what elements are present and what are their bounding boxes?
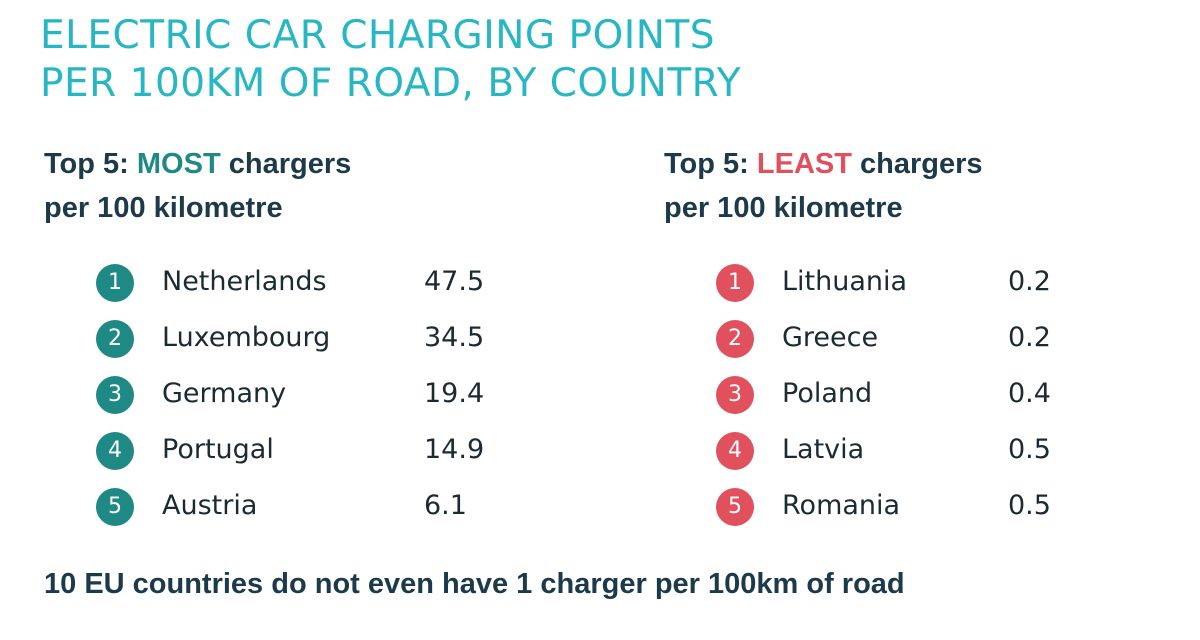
least-row: 1 Lithuania 0.2 <box>716 254 1200 310</box>
least-heading-suffix: chargers <box>851 148 983 180</box>
most-country-label: Portugal <box>162 434 274 465</box>
most-heading-prefix: Top 5: <box>44 148 137 180</box>
most-row: 1 Netherlands 47.5 <box>96 254 616 310</box>
least-row: 3 Poland 0.4 <box>716 366 1200 422</box>
most-row: 3 Germany 19.4 <box>96 366 616 422</box>
least-country-label: Greece <box>782 322 879 353</box>
title-line-2: PER 100KM OF ROAD, BY COUNTRY <box>40 61 742 106</box>
most-heading-suffix: chargers <box>220 148 352 180</box>
most-chargers-heading: Top 5: MOST chargers per 100 kilometre <box>44 142 351 230</box>
least-value-label: 0.2 <box>1008 322 1051 353</box>
least-country-label: Lithuania <box>782 266 908 297</box>
least-chargers-panel: Top 5: LEAST chargers per 100 kilometre … <box>664 142 1051 526</box>
least-row: 5 Romania 0.5 <box>716 478 1200 534</box>
most-value-label: 47.5 <box>424 266 485 297</box>
most-rank-badge: 3 <box>96 376 134 414</box>
most-rank-badge: 5 <box>96 488 134 526</box>
most-rank-badge: 1 <box>96 264 134 302</box>
least-rank-badge: 4 <box>716 432 754 470</box>
most-value-label: 34.5 <box>424 322 485 353</box>
least-value-label: 0.4 <box>1008 378 1051 409</box>
least-heading-prefix: Top 5: <box>664 148 757 180</box>
most-country-label: Germany <box>162 378 287 409</box>
least-rank-badge: 1 <box>716 264 754 302</box>
least-rank-badge: 3 <box>716 376 754 414</box>
least-chargers-list: 1 Lithuania 0.2 2 Greece 0.2 3 Poland 0.4 4 Latvia… <box>716 254 1200 534</box>
least-row: 2 Greece 0.2 <box>716 310 1200 366</box>
least-value-label: 0.2 <box>1008 266 1051 297</box>
footer-note: 10 EU countries do not even have 1 charg… <box>44 568 905 600</box>
least-heading-line-2: per 100 kilometre <box>664 192 903 224</box>
least-rank-badge: 2 <box>716 320 754 358</box>
most-country-label: Austria <box>162 490 258 521</box>
most-value-label: 19.4 <box>424 378 485 409</box>
most-value-label: 14.9 <box>424 434 485 465</box>
most-rank-badge: 4 <box>96 432 134 470</box>
most-rank-badge: 2 <box>96 320 134 358</box>
least-value-label: 0.5 <box>1008 434 1051 465</box>
least-chargers-heading: Top 5: LEAST chargers per 100 kilometre <box>664 142 983 230</box>
most-chargers-panel: Top 5: MOST chargers per 100 kilometre 1… <box>44 142 484 526</box>
least-country-label: Poland <box>782 378 873 409</box>
least-row: 4 Latvia 0.5 <box>716 422 1200 478</box>
most-row: 4 Portugal 14.9 <box>96 422 616 478</box>
most-row: 2 Luxembourg 34.5 <box>96 310 616 366</box>
least-country-label: Romania <box>782 490 901 521</box>
least-heading-accent: LEAST <box>756 148 852 180</box>
least-heading-line-1: Top 5: LEAST chargers <box>664 142 983 186</box>
most-heading-line-1: Top 5: MOST chargers <box>44 142 351 186</box>
title-line-1: ELECTRIC CAR CHARGING POINTS <box>40 13 716 58</box>
chart-title: ELECTRIC CAR CHARGING POINTS PER 100KM O… <box>40 12 741 108</box>
least-rank-badge: 5 <box>716 488 754 526</box>
most-country-label: Netherlands <box>162 266 327 297</box>
most-heading-line-2: per 100 kilometre <box>44 192 283 224</box>
most-row: 5 Austria 6.1 <box>96 478 616 534</box>
most-value-label: 6.1 <box>424 490 467 521</box>
least-country-label: Latvia <box>782 434 865 465</box>
least-value-label: 0.5 <box>1008 490 1051 521</box>
most-heading-accent: MOST <box>136 148 221 180</box>
most-country-label: Luxembourg <box>162 322 331 353</box>
most-chargers-list: 1 Netherlands 47.5 2 Luxembourg 34.5 3 Germany 1… <box>96 254 616 534</box>
